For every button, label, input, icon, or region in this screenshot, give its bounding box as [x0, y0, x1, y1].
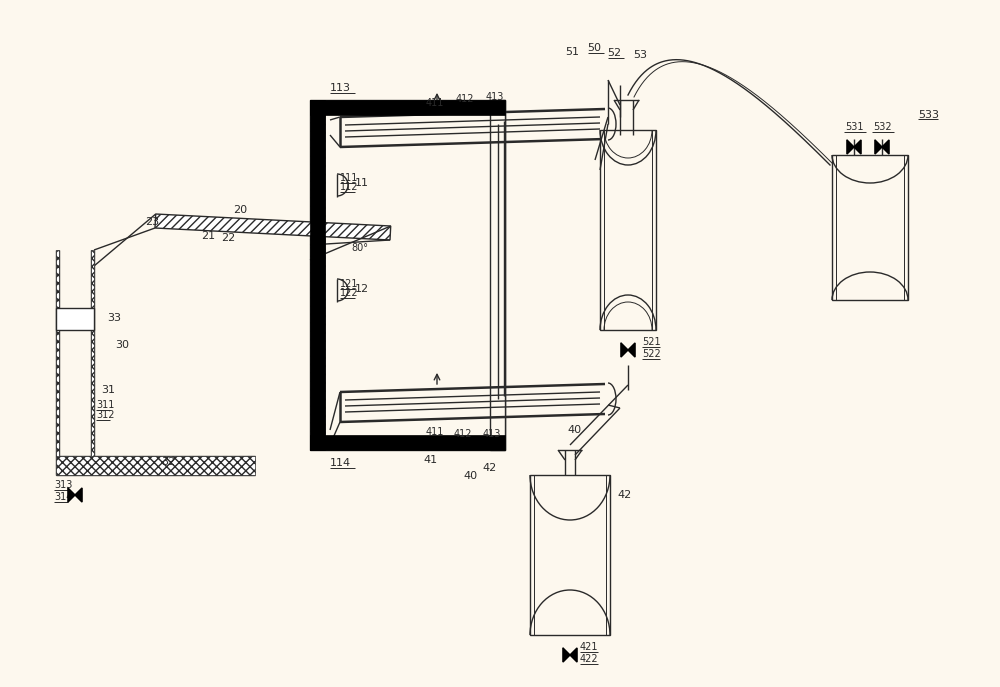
Polygon shape: [68, 488, 82, 502]
Text: 22: 22: [221, 233, 235, 243]
Text: 411: 411: [426, 427, 444, 437]
Text: 40: 40: [568, 425, 582, 435]
Text: 121: 121: [340, 279, 358, 289]
Text: 122: 122: [340, 288, 359, 298]
Text: 521: 521: [642, 337, 661, 347]
Text: 412: 412: [454, 429, 472, 439]
Text: 533: 533: [918, 110, 939, 120]
Bar: [832, 155, 908, 300]
Text: 31: 31: [101, 385, 115, 395]
Text: 314: 314: [54, 492, 72, 502]
Text: 33: 33: [107, 313, 121, 323]
Text: 50: 50: [587, 43, 601, 53]
Bar: [530, 475, 610, 635]
Polygon shape: [91, 250, 94, 475]
Bar: [310, 100, 325, 450]
Text: 20: 20: [233, 205, 247, 215]
Text: 52: 52: [607, 48, 621, 58]
Text: 112: 112: [340, 182, 358, 192]
Text: 411: 411: [426, 98, 444, 108]
Text: 12: 12: [355, 284, 369, 294]
Text: 80°: 80°: [352, 243, 368, 253]
Polygon shape: [563, 648, 577, 662]
Text: 413: 413: [486, 92, 504, 102]
Text: 11: 11: [355, 178, 369, 188]
Text: 51: 51: [565, 47, 579, 57]
Text: 413: 413: [483, 429, 501, 439]
Text: 32: 32: [161, 457, 175, 467]
Text: 532: 532: [873, 122, 891, 132]
Text: 53: 53: [633, 50, 647, 60]
Text: 114: 114: [330, 458, 351, 468]
Text: 412: 412: [456, 94, 474, 104]
Text: 422: 422: [580, 654, 599, 664]
Text: 113: 113: [330, 83, 351, 93]
Text: 311: 311: [96, 400, 114, 410]
Bar: [604, 130, 652, 330]
Text: 313: 313: [54, 480, 72, 490]
Text: 531: 531: [845, 122, 863, 132]
Text: 23: 23: [145, 217, 159, 227]
Bar: [534, 475, 606, 635]
Polygon shape: [310, 115, 325, 435]
Text: 111: 111: [340, 173, 358, 183]
Text: 30: 30: [115, 340, 129, 350]
Text: 41: 41: [423, 455, 437, 465]
Polygon shape: [875, 140, 889, 154]
Bar: [310, 100, 505, 450]
Text: 421: 421: [580, 642, 598, 652]
Polygon shape: [56, 250, 59, 475]
Polygon shape: [621, 343, 635, 357]
Text: 42: 42: [483, 463, 497, 473]
Polygon shape: [847, 140, 861, 154]
Text: 21: 21: [201, 231, 215, 241]
Text: 42: 42: [618, 490, 632, 500]
Bar: [600, 130, 656, 330]
Bar: [56, 308, 94, 330]
Bar: [310, 100, 505, 115]
Text: 522: 522: [642, 349, 661, 359]
Text: 40: 40: [463, 471, 477, 481]
Bar: [836, 155, 904, 300]
Bar: [490, 100, 505, 450]
Text: 312: 312: [96, 410, 114, 420]
Polygon shape: [155, 214, 391, 240]
Bar: [310, 435, 505, 450]
Polygon shape: [56, 456, 255, 475]
